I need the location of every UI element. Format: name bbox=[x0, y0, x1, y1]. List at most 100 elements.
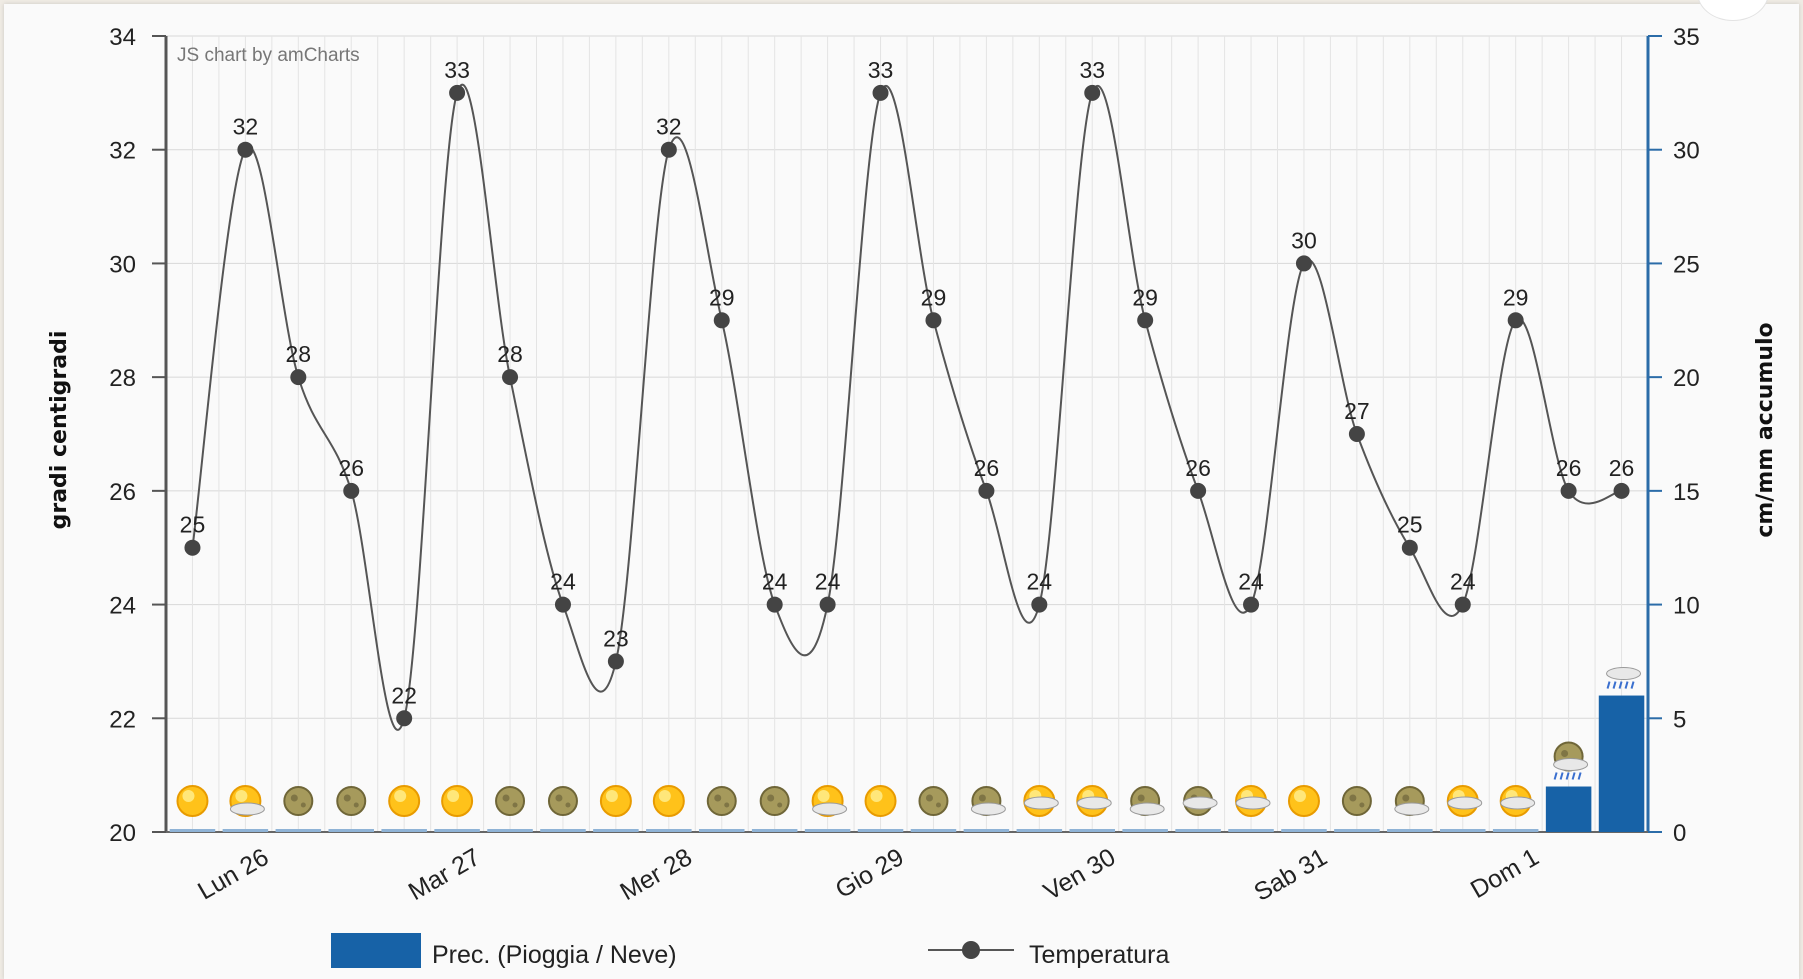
temperature-point[interactable] bbox=[502, 369, 519, 386]
temperature-data-label: 33 bbox=[444, 57, 470, 83]
moon-rain-icon bbox=[1553, 741, 1589, 780]
precipitation-bar[interactable] bbox=[540, 829, 586, 832]
temperature-point[interactable] bbox=[1137, 312, 1154, 329]
precipitation-bar[interactable] bbox=[804, 829, 851, 832]
temperature-data-label: 26 bbox=[974, 455, 1000, 481]
precipitation-bar[interactable] bbox=[910, 829, 957, 832]
temperature-point[interactable] bbox=[1243, 596, 1260, 613]
precipitation-bar[interactable] bbox=[1598, 695, 1645, 832]
moon-disc bbox=[706, 786, 737, 816]
sun-highlight bbox=[870, 790, 883, 802]
sun-disc bbox=[441, 785, 474, 817]
cloud-shape bbox=[1394, 802, 1430, 816]
moon-crater bbox=[925, 794, 933, 802]
legend-precipitation-swatch[interactable] bbox=[331, 933, 421, 968]
moon-crater bbox=[502, 794, 510, 802]
moon-disc bbox=[283, 786, 314, 816]
precipitation-bar[interactable] bbox=[1439, 829, 1486, 832]
sun-haze-icon bbox=[1499, 785, 1536, 817]
moon-crater bbox=[1349, 794, 1357, 802]
temperature-point[interactable] bbox=[343, 482, 360, 499]
precipitation-bar[interactable] bbox=[169, 829, 216, 832]
precipitation-bar[interactable] bbox=[434, 829, 480, 832]
temperature-point[interactable] bbox=[766, 596, 783, 613]
precipitation-bar[interactable] bbox=[1069, 829, 1116, 832]
temperature-point[interactable] bbox=[290, 369, 307, 386]
y-tick-label: 32 bbox=[109, 138, 136, 165]
temperature-data-label: 22 bbox=[391, 682, 417, 708]
precipitation-bar[interactable] bbox=[222, 829, 269, 832]
temperature-point[interactable] bbox=[872, 84, 889, 101]
precipitation-bar[interactable] bbox=[381, 829, 427, 832]
temperature-point[interactable] bbox=[819, 596, 836, 613]
temperature-point[interactable] bbox=[978, 482, 995, 499]
sun-cloud-icon bbox=[229, 785, 265, 817]
temperature-data-label: 24 bbox=[1027, 569, 1053, 595]
precipitation-bar[interactable] bbox=[1387, 829, 1433, 832]
temperature-point[interactable] bbox=[1190, 482, 1207, 499]
amcharts-credit[interactable]: JS chart by amCharts bbox=[177, 45, 360, 66]
temperature-point[interactable] bbox=[184, 539, 201, 556]
moon-cloud-icon bbox=[1394, 786, 1430, 816]
sun-disc bbox=[176, 785, 209, 817]
precipitation-bar[interactable] bbox=[857, 829, 904, 832]
precipitation-bar[interactable] bbox=[1016, 829, 1063, 832]
y-tick-label: 34 bbox=[109, 24, 136, 51]
temperature-data-label: 24 bbox=[762, 569, 788, 595]
temperature-point[interactable] bbox=[1295, 255, 1312, 272]
precipitation-bar[interactable] bbox=[328, 829, 375, 832]
legend-precipitation-label[interactable]: Prec. (Pioggia / Neve) bbox=[432, 941, 677, 969]
temperature-point[interactable] bbox=[1084, 84, 1101, 101]
temperature-point[interactable] bbox=[1560, 482, 1577, 499]
precipitation-bar[interactable] bbox=[751, 829, 798, 832]
precipitation-bar[interactable] bbox=[963, 829, 1010, 832]
precipitation-bar[interactable] bbox=[1334, 829, 1380, 832]
precipitation-bar[interactable] bbox=[1545, 786, 1592, 832]
precipitation-bar[interactable] bbox=[593, 829, 639, 832]
temperature-point[interactable] bbox=[1401, 539, 1418, 556]
precipitation-bar[interactable] bbox=[1281, 829, 1327, 832]
moon-icon bbox=[1341, 786, 1372, 816]
temperature-series bbox=[184, 83, 1630, 731]
temperature-point[interactable] bbox=[925, 312, 942, 329]
precipitation-bar[interactable] bbox=[1122, 829, 1168, 832]
x-tick-label: Sab 31 bbox=[1249, 843, 1332, 907]
moon-cloud-icon bbox=[1129, 786, 1165, 816]
sun-highlight bbox=[394, 790, 407, 802]
precipitation-bar[interactable] bbox=[646, 829, 692, 832]
precipitation-bar[interactable] bbox=[698, 829, 745, 832]
temperature-data-label: 29 bbox=[1503, 284, 1529, 310]
sun-haze-icon bbox=[1446, 785, 1483, 817]
temperature-data-label: 26 bbox=[1556, 455, 1582, 481]
moon-crater bbox=[565, 802, 571, 808]
sun-icon bbox=[388, 785, 421, 817]
temperature-point[interactable] bbox=[607, 653, 624, 670]
temperature-data-label: 33 bbox=[1079, 57, 1105, 83]
precipitation-bar[interactable] bbox=[275, 829, 322, 832]
precipitation-bar[interactable] bbox=[1175, 829, 1221, 832]
temperature-point[interactable] bbox=[1507, 312, 1524, 329]
temperature-point[interactable] bbox=[1031, 596, 1048, 613]
weather-icons bbox=[176, 667, 1642, 817]
sun-icon bbox=[176, 785, 209, 817]
temperature-point[interactable] bbox=[1348, 426, 1365, 442]
temperature-point[interactable] bbox=[1613, 482, 1630, 499]
temperature-point[interactable] bbox=[237, 141, 254, 158]
precipitation-bar[interactable] bbox=[1228, 829, 1274, 832]
temperature-data-label: 26 bbox=[338, 455, 364, 481]
precipitation-bar[interactable] bbox=[487, 829, 533, 832]
precipitation-bar[interactable] bbox=[1492, 829, 1539, 832]
legend-temperature-label[interactable]: Temperatura bbox=[1029, 941, 1169, 969]
temperature-point[interactable] bbox=[713, 312, 730, 329]
moon-disc bbox=[495, 786, 526, 816]
temperature-point[interactable] bbox=[449, 84, 466, 101]
temperature-point[interactable] bbox=[660, 141, 677, 158]
temperature-data-label: 24 bbox=[1238, 569, 1264, 595]
sun-disc bbox=[864, 785, 897, 817]
temperature-point[interactable] bbox=[1454, 596, 1471, 613]
temperature-data-label: 32 bbox=[656, 114, 682, 140]
temperature-point[interactable] bbox=[396, 710, 413, 727]
rain-drop bbox=[1606, 681, 1611, 689]
moon-crater bbox=[777, 802, 783, 808]
temperature-point[interactable] bbox=[554, 596, 571, 613]
